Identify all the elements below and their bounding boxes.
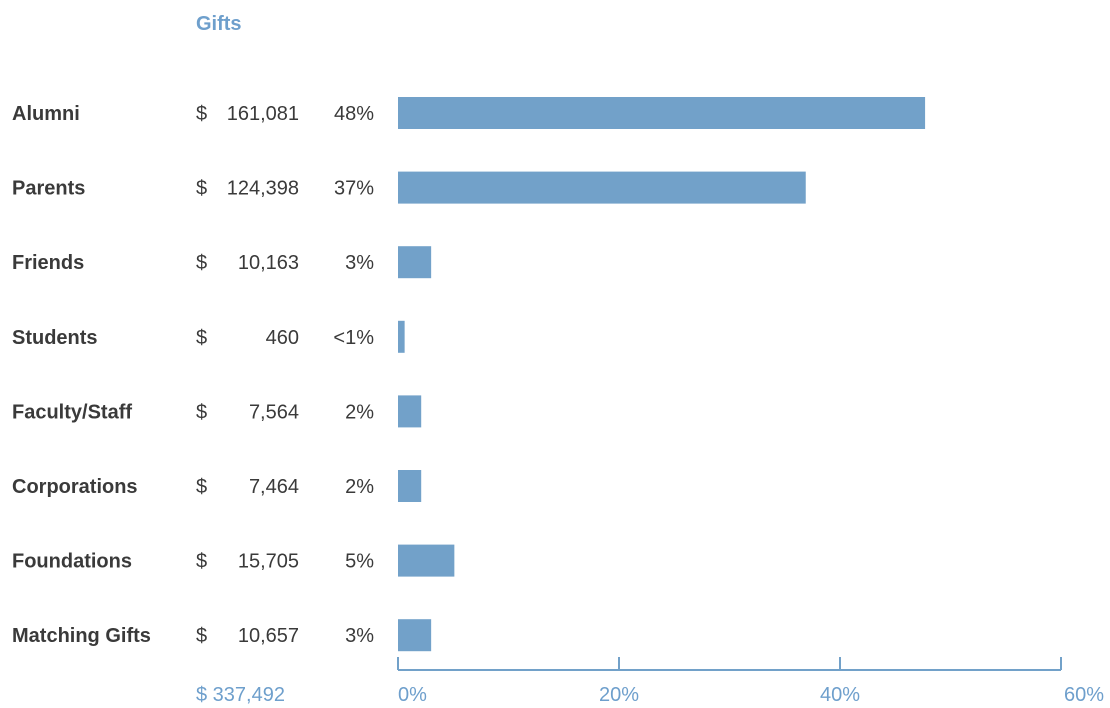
category-label: Students bbox=[12, 327, 98, 349]
x-tick-label: 40% bbox=[820, 684, 860, 706]
x-tick-label: 0% bbox=[398, 684, 427, 706]
amount-label: 15,705 bbox=[238, 551, 299, 573]
total-amount: $ 337,492 bbox=[196, 684, 285, 706]
amount-label: 161,081 bbox=[227, 103, 299, 125]
dollar-sign: $ bbox=[196, 476, 207, 498]
percent-label: 3% bbox=[345, 625, 374, 647]
category-label: Foundations bbox=[12, 551, 132, 573]
percent-label: 3% bbox=[345, 252, 374, 274]
percent-label: 48% bbox=[334, 103, 374, 125]
amount-label: 7,464 bbox=[249, 476, 299, 498]
bar-foundations bbox=[398, 544, 455, 577]
amount-label: 10,657 bbox=[238, 625, 299, 647]
x-axis: 0% 20% 40% 60% bbox=[397, 657, 1104, 706]
category-label: Corporations bbox=[12, 476, 138, 498]
bar-faculty-staff bbox=[398, 395, 422, 428]
amount-label: 10,163 bbox=[238, 252, 299, 274]
percent-label: 2% bbox=[345, 476, 374, 498]
amount-label: 124,398 bbox=[227, 178, 299, 200]
bar-parents bbox=[398, 171, 806, 204]
percent-label: 37% bbox=[334, 178, 374, 200]
category-label: Friends bbox=[12, 252, 84, 274]
bar-friends bbox=[398, 246, 432, 279]
dollar-sign: $ bbox=[196, 178, 207, 200]
category-label: Matching Gifts bbox=[12, 625, 151, 647]
dollar-sign: $ bbox=[196, 252, 207, 274]
bar-students bbox=[398, 320, 405, 353]
bar-matching-gifts bbox=[398, 619, 432, 652]
category-label: Alumni bbox=[12, 103, 80, 125]
dollar-sign: $ bbox=[196, 327, 207, 349]
dollar-sign: $ bbox=[196, 625, 207, 647]
x-tick-label: 20% bbox=[599, 684, 639, 706]
chart-rows: Alumni $161,081 48% Parents $124,398 37% Frien… bbox=[12, 97, 926, 652]
x-tick-label: 60% bbox=[1064, 684, 1104, 706]
amount-label: 7,564 bbox=[249, 401, 299, 423]
percent-label: 2% bbox=[345, 401, 374, 423]
percent-label: <1% bbox=[333, 327, 374, 349]
category-label: Parents bbox=[12, 178, 85, 200]
bar-corporations bbox=[398, 470, 422, 502]
percent-label: 5% bbox=[345, 551, 374, 573]
amount-label: 460 bbox=[266, 327, 299, 349]
dollar-sign: $ bbox=[196, 103, 207, 125]
category-label: Faculty/Staff bbox=[12, 401, 132, 423]
dollar-sign: $ bbox=[196, 551, 207, 573]
column-header-gifts: Gifts bbox=[196, 13, 242, 35]
bar-alumni bbox=[398, 97, 926, 129]
dollar-sign: $ bbox=[196, 401, 207, 423]
